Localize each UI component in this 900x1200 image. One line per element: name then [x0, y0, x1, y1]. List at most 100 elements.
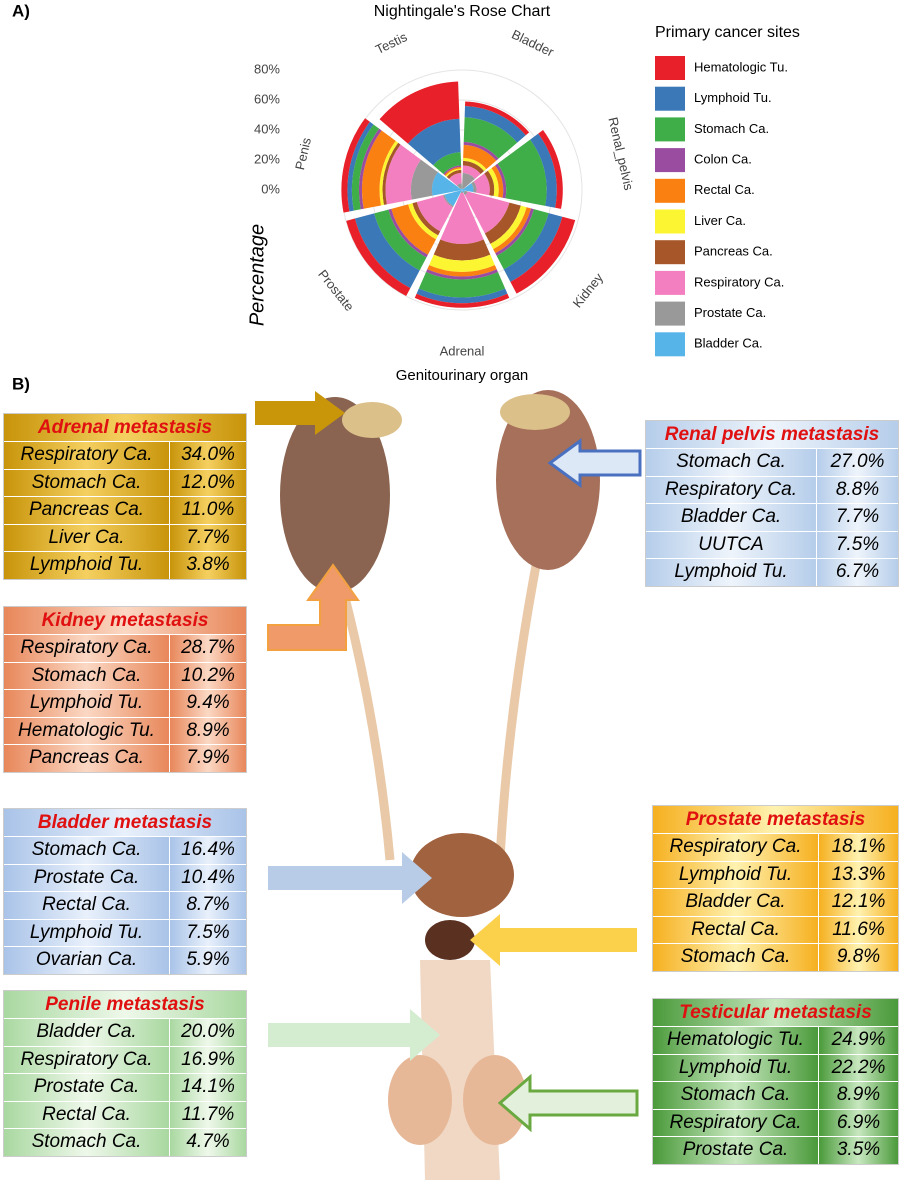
anatomy-illustration	[280, 390, 600, 1180]
percentage: 12.0%	[170, 469, 246, 496]
rose-wedge	[443, 194, 454, 208]
cancer-site: Liver Ca.	[4, 524, 170, 551]
percentage: 16.9%	[170, 1046, 246, 1073]
rose-wedge	[427, 265, 497, 277]
rose-wedge	[460, 188, 462, 190]
cancer-site: Hematologic Tu.	[4, 717, 170, 744]
rose-wedge	[449, 172, 462, 186]
table-title: Prostate metastasis	[653, 806, 898, 833]
chart-title: Nightingale's Rose Chart	[374, 3, 551, 20]
rose-wedge	[358, 128, 382, 210]
arrow	[547, 438, 642, 488]
cancer-site: Lymphoid Tu.	[4, 552, 170, 579]
rose-wedge	[416, 288, 508, 304]
arrow	[497, 1073, 639, 1133]
rose-wedge	[382, 142, 401, 205]
cancer-site: Prostate Ca.	[4, 1074, 170, 1101]
cancer-site: Respiratory Ca.	[646, 476, 817, 503]
x-tick-label: Renal_pelvis	[605, 116, 636, 192]
table-title: Adrenal metastasis	[4, 414, 246, 441]
cancer-site: Respiratory Ca.	[4, 1046, 170, 1073]
rose-wedge	[346, 218, 411, 297]
percentage: 34.0%	[170, 442, 246, 469]
cancer-site: Stomach Ca.	[653, 944, 819, 971]
rose-wedge	[463, 117, 518, 159]
x-tick-label: Prostate	[315, 267, 357, 314]
legend-swatch	[655, 332, 685, 357]
table-row: Stomach Ca. 16.4%	[4, 836, 246, 864]
table-row: Stomach Ca. 12.0%	[4, 468, 246, 496]
rose-wedge	[463, 141, 499, 161]
rose-wedge	[495, 208, 534, 256]
metastasis-table: Bladder metastasis Stomach Ca. 16.4% Prosta…	[3, 808, 247, 975]
cancer-site: Stomach Ca.	[4, 469, 170, 496]
cancer-site: Stomach Ca.	[4, 1129, 170, 1156]
table-row: Lymphoid Tu. 3.8%	[4, 551, 246, 579]
cancer-site: Respiratory Ca.	[653, 1109, 819, 1136]
legend-swatch	[655, 148, 685, 173]
rose-wedge	[465, 101, 530, 136]
rose-wedge	[407, 118, 461, 166]
x-tick-label: Penis	[292, 136, 314, 172]
cancer-site: Pancreas Ca.	[4, 497, 170, 524]
y-tick-label: 0%	[261, 181, 280, 196]
percentage: 27.0%	[817, 449, 898, 476]
table-row: Rectal Ca. 11.6%	[653, 915, 898, 943]
rose-wedge	[440, 192, 484, 245]
percentage: 5.9%	[170, 947, 246, 974]
metastasis-table: Adrenal metastasis Respiratory Ca. 34.0% St…	[3, 413, 247, 580]
cancer-site: Stomach Ca.	[4, 662, 170, 689]
cancer-site: Lymphoid Tu.	[4, 919, 170, 946]
rose-wedge	[484, 202, 521, 244]
percentage: 22.2%	[819, 1054, 898, 1081]
percentage: 7.9%	[170, 745, 246, 772]
cancer-site: Lymphoid Tu.	[646, 559, 817, 586]
legend-swatch	[655, 240, 685, 265]
percentage: 24.9%	[819, 1027, 898, 1054]
cancer-site: Stomach Ca.	[4, 837, 170, 864]
left-kidney	[280, 397, 390, 593]
cancer-site: Respiratory Ca.	[4, 635, 170, 662]
table-row: Respiratory Ca. 6.9%	[653, 1108, 898, 1136]
legend-label: Hematologic Tu.	[694, 59, 788, 74]
table-row: Bladder Ca. 7.7%	[646, 503, 898, 531]
testis-organ	[463, 1055, 527, 1145]
cancer-site: Rectal Ca.	[4, 1101, 170, 1128]
rose-wedge	[510, 216, 576, 294]
percentage: 7.5%	[170, 919, 246, 946]
rose-wedge	[462, 172, 475, 190]
rose-wedge	[462, 183, 474, 193]
rose-wedge	[493, 207, 531, 254]
table-row: Prostate Ca. 14.1%	[4, 1073, 246, 1101]
percentage: 3.5%	[819, 1137, 898, 1164]
percentage: 7.5%	[817, 531, 898, 558]
rose-wedge	[530, 133, 557, 208]
arrow	[268, 1009, 440, 1061]
percentage: 3.8%	[170, 552, 246, 579]
legend-label: Pancreas Ca.	[694, 244, 773, 259]
y-tick-label: 60%	[254, 91, 280, 106]
table-row: UUTCA 7.5%	[646, 530, 898, 558]
percentage: 8.8%	[817, 476, 898, 503]
percentage: 10.4%	[170, 864, 246, 891]
rose-wedge	[446, 169, 462, 179]
rose-wedge	[385, 144, 421, 205]
percentage: 16.4%	[170, 837, 246, 864]
rose-wedge	[426, 269, 498, 280]
percentage: 9.8%	[819, 944, 898, 971]
percentage: 11.6%	[819, 916, 898, 943]
legend-swatch	[655, 301, 685, 326]
cancer-site: Rectal Ca.	[4, 892, 170, 919]
rose-wedge	[444, 190, 462, 207]
metastasis-table: Testicular metastasis Hematologic Tu. 24.9…	[652, 998, 899, 1165]
table-row: Respiratory Ca. 28.7%	[4, 634, 246, 662]
cancer-site: Respiratory Ca.	[4, 442, 170, 469]
rose-chart: 0% 20% 40% 60% 80% Bladder Renal_pelvis Kidney A…	[254, 27, 637, 359]
legend-label: Stomach Ca.	[694, 121, 769, 136]
rose-wedge	[484, 170, 495, 197]
rose-wedge	[491, 165, 504, 198]
table-row: Ovarian Ca. 5.9%	[4, 946, 246, 974]
table-row: Bladder Ca. 20.0%	[4, 1018, 246, 1046]
table-row: Stomach Ca. 27.0%	[646, 448, 898, 476]
